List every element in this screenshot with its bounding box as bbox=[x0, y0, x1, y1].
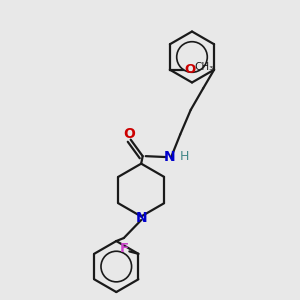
Text: O: O bbox=[123, 127, 135, 141]
Text: N: N bbox=[135, 211, 147, 225]
Text: F: F bbox=[119, 242, 128, 256]
Text: N: N bbox=[164, 150, 176, 164]
Text: O: O bbox=[184, 63, 196, 76]
Text: H: H bbox=[180, 150, 189, 163]
Text: CH₃: CH₃ bbox=[194, 62, 213, 72]
